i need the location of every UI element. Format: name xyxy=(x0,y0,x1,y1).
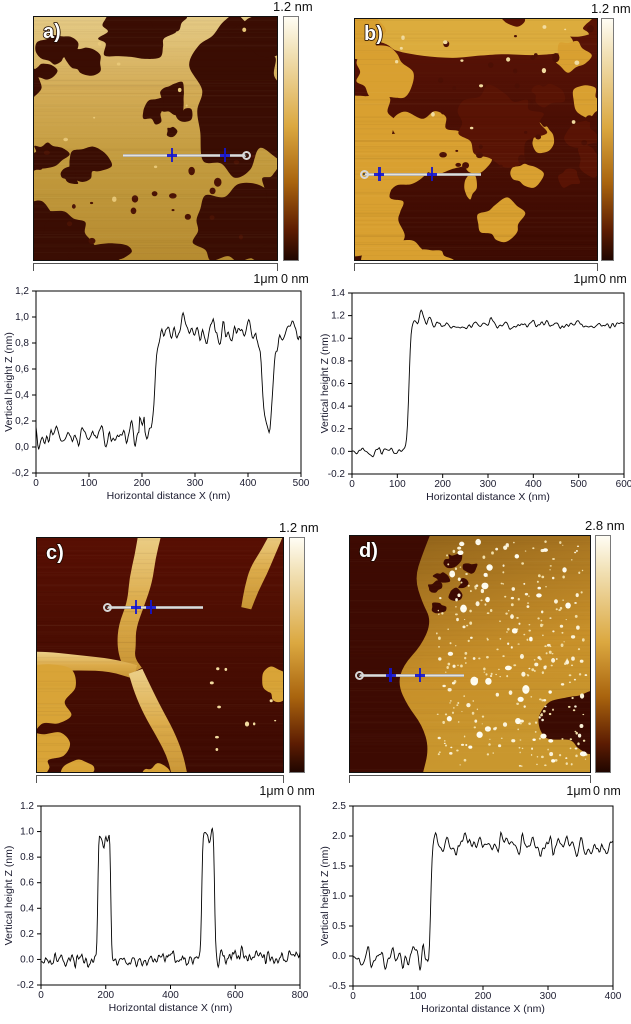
svg-text:300: 300 xyxy=(187,478,204,489)
svg-text:1,0: 1,0 xyxy=(15,312,29,323)
svg-text:-0.2: -0.2 xyxy=(17,980,35,991)
svg-text:0,8: 0,8 xyxy=(15,338,29,349)
svg-text:0.6: 0.6 xyxy=(20,878,34,889)
svg-text:100: 100 xyxy=(410,991,427,1002)
svg-text:100: 100 xyxy=(81,478,98,489)
svg-text:400: 400 xyxy=(525,479,542,490)
svg-text:0: 0 xyxy=(349,479,355,490)
svg-text:0,4: 0,4 xyxy=(15,390,29,401)
svg-text:Vertical height Z (nm): Vertical height Z (nm) xyxy=(319,334,331,434)
svg-text:-0,2: -0,2 xyxy=(12,468,30,479)
svg-text:1.2: 1.2 xyxy=(20,801,34,812)
svg-text:0.4: 0.4 xyxy=(331,401,345,412)
svg-text:500: 500 xyxy=(293,478,310,489)
svg-text:0.8: 0.8 xyxy=(331,356,345,367)
svg-text:Horizontal distance X (nm): Horizontal distance X (nm) xyxy=(426,491,550,503)
svg-text:1.0: 1.0 xyxy=(20,827,34,838)
svg-text:200: 200 xyxy=(475,991,492,1002)
svg-text:0.6: 0.6 xyxy=(331,379,345,390)
svg-text:300: 300 xyxy=(480,479,497,490)
svg-text:1.0: 1.0 xyxy=(332,891,346,902)
svg-text:0.2: 0.2 xyxy=(20,929,34,940)
svg-text:200: 200 xyxy=(97,990,114,1001)
svg-text:0.0: 0.0 xyxy=(331,446,345,457)
svg-text:600: 600 xyxy=(227,990,244,1001)
svg-text:1.0: 1.0 xyxy=(331,333,345,344)
svg-text:-0.5: -0.5 xyxy=(329,981,347,992)
svg-text:Horizontal distance X (nm): Horizontal distance X (nm) xyxy=(421,1003,545,1015)
svg-text:1.4: 1.4 xyxy=(331,288,345,299)
svg-text:400: 400 xyxy=(162,990,179,1001)
svg-text:Vertical height Z (nm): Vertical height Z (nm) xyxy=(319,846,331,946)
svg-text:200: 200 xyxy=(434,479,451,490)
svg-text:800: 800 xyxy=(292,990,309,1001)
svg-text:d): d) xyxy=(359,540,378,562)
svg-text:0,2: 0,2 xyxy=(15,416,29,427)
svg-text:Horizontal distance X (nm): Horizontal distance X (nm) xyxy=(109,1002,233,1014)
svg-text:-0.2: -0.2 xyxy=(328,469,346,480)
svg-text:500: 500 xyxy=(570,479,587,490)
svg-text:0.2: 0.2 xyxy=(331,424,345,435)
svg-text:Vertical height Z (nm): Vertical height Z (nm) xyxy=(3,332,15,432)
svg-text:0.0: 0.0 xyxy=(332,951,346,962)
svg-text:0,6: 0,6 xyxy=(15,364,29,375)
svg-text:400: 400 xyxy=(605,991,622,1002)
svg-text:1.5: 1.5 xyxy=(332,861,346,872)
svg-text:0: 0 xyxy=(33,478,39,489)
svg-text:b): b) xyxy=(364,23,383,45)
svg-text:0: 0 xyxy=(350,991,356,1002)
svg-text:1.2: 1.2 xyxy=(331,311,345,322)
svg-text:0.8: 0.8 xyxy=(20,852,34,863)
svg-text:a): a) xyxy=(43,21,61,43)
svg-text:Horizontal distance X (nm): Horizontal distance X (nm) xyxy=(107,490,231,502)
svg-text:0,0: 0,0 xyxy=(15,442,29,453)
svg-text:200: 200 xyxy=(134,478,151,489)
svg-text:2.5: 2.5 xyxy=(332,801,346,812)
svg-text:0.5: 0.5 xyxy=(332,921,346,932)
svg-text:2.0: 2.0 xyxy=(332,831,346,842)
svg-text:Vertical height Z (nm): Vertical height Z (nm) xyxy=(3,846,15,946)
svg-text:0.0: 0.0 xyxy=(20,954,34,965)
svg-text:100: 100 xyxy=(389,479,406,490)
svg-text:600: 600 xyxy=(616,479,631,490)
svg-text:0.4: 0.4 xyxy=(20,903,34,914)
svg-text:1,2: 1,2 xyxy=(15,286,29,297)
svg-text:400: 400 xyxy=(240,478,257,489)
svg-text:0: 0 xyxy=(38,990,44,1001)
svg-text:300: 300 xyxy=(540,991,557,1002)
svg-text:c): c) xyxy=(46,542,64,564)
